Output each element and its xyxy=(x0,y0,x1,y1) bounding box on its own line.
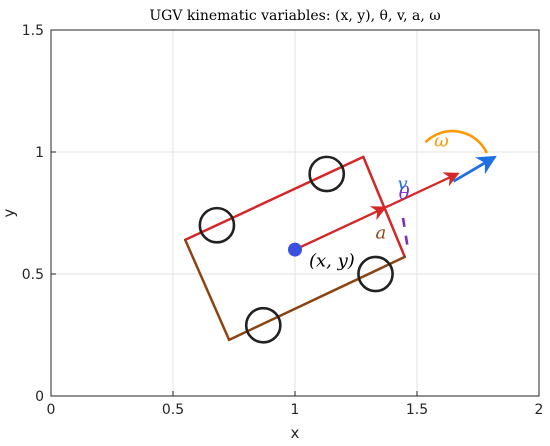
acceleration-label: a xyxy=(376,223,387,244)
x-axis-label: x xyxy=(291,424,300,442)
x-tick-label: 0 xyxy=(47,402,56,418)
angular-velocity-arc xyxy=(424,129,488,154)
velocity-vector xyxy=(294,172,460,251)
plot-title: UGV kinematic variables: (x, y), θ, v, a… xyxy=(149,8,440,24)
velocity-label: v xyxy=(397,174,407,195)
wheel xyxy=(357,255,394,293)
y-tick-label: 0 xyxy=(35,389,44,405)
x-tick-label: 0.5 xyxy=(162,402,184,418)
x-tick-label: 2 xyxy=(535,402,544,418)
y-tick-label: 1.5 xyxy=(22,23,44,39)
wheel xyxy=(198,206,236,244)
y-tick-label: 0.5 xyxy=(22,267,44,283)
rotated-heading-arrow xyxy=(452,155,497,183)
theta-label: θ xyxy=(399,183,410,204)
tick-labels: 0 0.5 1 1.5 2 0 0.5 1 1.5 xyxy=(22,23,544,418)
center-point xyxy=(288,242,302,257)
heading-angle-indicator xyxy=(401,217,410,250)
body-right-edge xyxy=(227,255,407,342)
vehicle-drawing: (x, y) θv a ω xyxy=(183,129,497,344)
y-axis-label: y xyxy=(0,208,18,217)
x-tick-label: 1.5 xyxy=(406,402,428,418)
body-left-edge xyxy=(183,155,365,242)
body-rear-edge xyxy=(183,238,231,342)
y-tick-label: 1 xyxy=(35,145,44,161)
wheel xyxy=(244,306,282,344)
x-tick-label: 1 xyxy=(291,402,300,418)
omega-label: ω xyxy=(434,131,449,152)
wheel xyxy=(308,155,346,193)
center-label: (x, y) xyxy=(309,251,355,272)
